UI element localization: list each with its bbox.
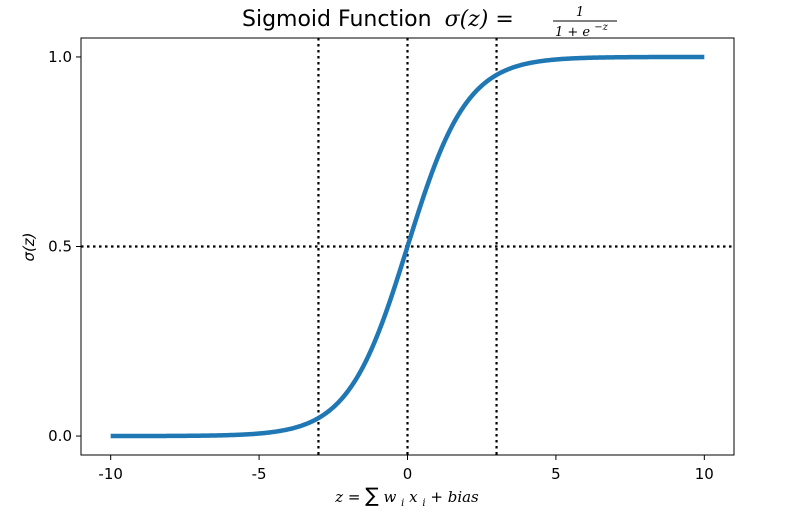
x-tick-label: 5 [551, 465, 561, 483]
x-label-w: w [384, 488, 397, 506]
x-tick-label: 0 [403, 465, 413, 483]
x-axis-label: z = ∑ w i x i + bias [334, 483, 479, 510]
x-tick-label: -5 [252, 465, 267, 483]
x-tick-label: 10 [695, 465, 714, 483]
chart-title-math-lhs: σ(z) = [445, 7, 514, 32]
y-tick-label: 1.0 [48, 48, 72, 66]
chart-title-frac-numerator: 1 [576, 5, 584, 20]
x-label-bias: bias [448, 488, 479, 506]
y-axis-label: σ(z) [20, 232, 38, 261]
x-label-sum: ∑ [365, 483, 379, 507]
y-axis-ticks: 0.0 0.5 1.0 [48, 48, 81, 445]
chart-title-frac-den-exp: −z [594, 22, 608, 33]
chart-title-frac-den-base: 1 + e [555, 25, 590, 40]
y-tick-label: 0.0 [48, 427, 72, 445]
chart-title-frac-denominator: 1 + e −z [555, 22, 609, 40]
x-label-x: x [409, 488, 418, 506]
x-axis-ticks: -10 -5 0 5 10 [98, 455, 714, 483]
x-label-i2: i [422, 498, 425, 509]
x-label-plus: + [430, 488, 447, 506]
chart-title-prefix: Sigmoid Function [242, 7, 432, 32]
sigmoid-curve-line-0 [109, 54, 706, 439]
series-group [109, 54, 706, 439]
y-tick-label: 0.5 [48, 238, 72, 256]
x-label-i1: i [401, 498, 404, 509]
chart-title: Sigmoid Function σ(z) = [242, 7, 514, 32]
x-label-eq: = [348, 488, 365, 506]
x-label-z: z [334, 488, 343, 506]
x-tick-label: -10 [98, 465, 123, 483]
